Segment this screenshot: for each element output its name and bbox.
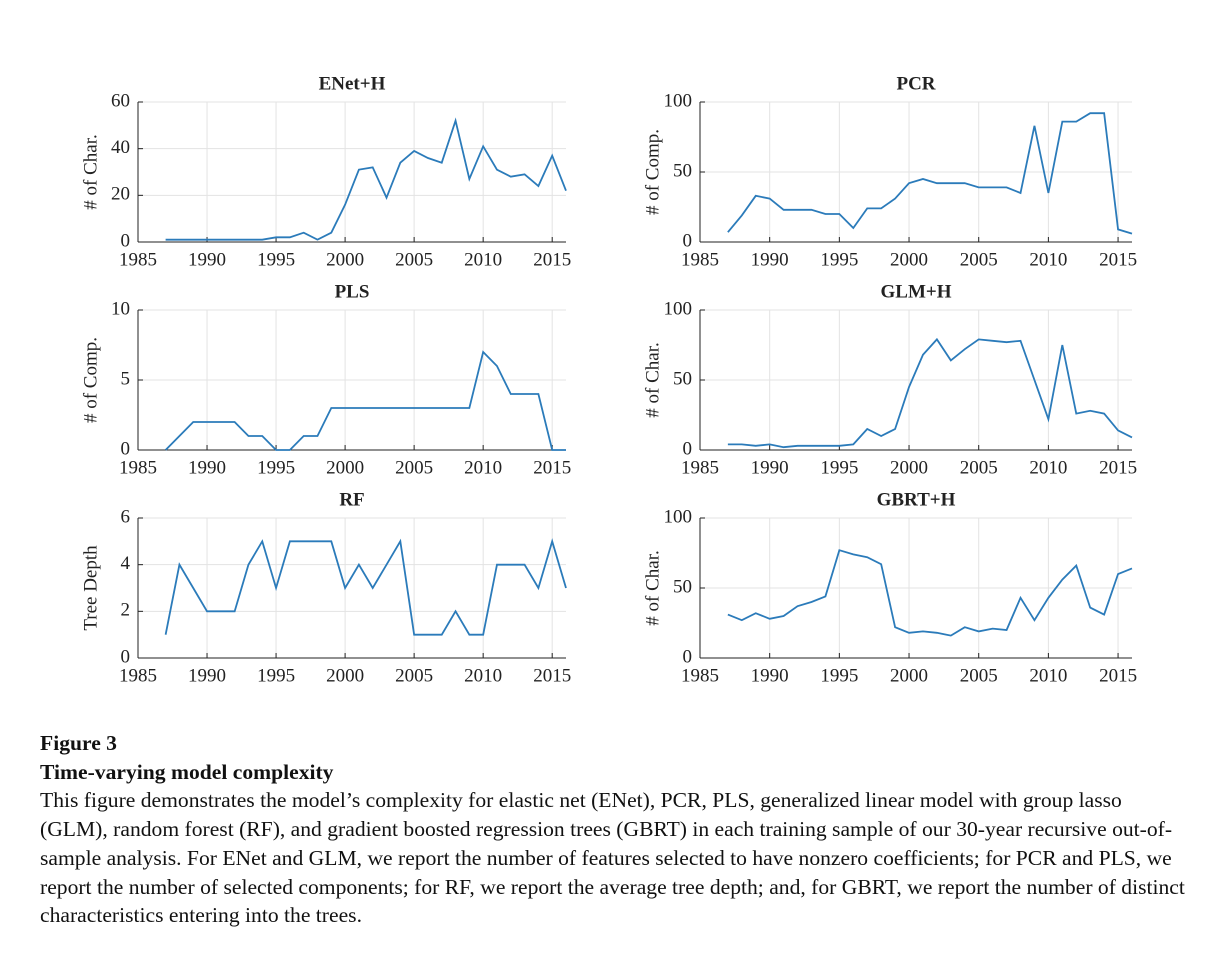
y-tick-label: 100 xyxy=(664,90,693,111)
chart-title: PLS xyxy=(335,281,370,302)
chart-title: GBRT+H xyxy=(877,489,956,510)
x-tick-label: 1985 xyxy=(681,457,719,478)
x-tick-label: 2010 xyxy=(1029,457,1067,478)
x-tick-label: 2015 xyxy=(1099,249,1137,270)
x-tick-label: 1990 xyxy=(751,249,789,270)
y-axis-label: # of Char. xyxy=(642,342,663,417)
chart-title: GLM+H xyxy=(881,281,952,302)
y-axis-label: # of Char. xyxy=(80,134,101,209)
y-tick-label: 100 xyxy=(664,506,693,527)
y-tick-label: 20 xyxy=(111,184,130,205)
y-tick-label: 50 xyxy=(673,576,692,597)
y-tick-label: 0 xyxy=(683,230,693,251)
x-tick-label: 1995 xyxy=(820,249,858,270)
y-tick-label: 0 xyxy=(683,646,693,667)
y-tick-label: 4 xyxy=(121,553,131,574)
figure-label: Figure 3 xyxy=(40,731,117,755)
x-tick-label: 2015 xyxy=(1099,457,1137,478)
x-tick-label: 2015 xyxy=(533,249,571,270)
y-tick-label: 5 xyxy=(121,368,131,389)
x-tick-label: 1985 xyxy=(119,457,157,478)
y-axis-label: # of Comp. xyxy=(642,129,663,215)
y-tick-label: 60 xyxy=(111,90,130,111)
y-tick-label: 40 xyxy=(111,137,130,158)
y-tick-label: 50 xyxy=(673,160,692,181)
x-tick-label: 1995 xyxy=(257,665,295,686)
chart-title: ENet+H xyxy=(319,73,386,94)
y-tick-label: 0 xyxy=(683,438,693,459)
caption: Figure 3 Time-varying model complexity T… xyxy=(40,729,1190,930)
x-tick-label: 2010 xyxy=(464,457,502,478)
x-tick-label: 1985 xyxy=(119,249,157,270)
y-axis-label: # of Comp. xyxy=(80,337,101,423)
x-tick-label: 1985 xyxy=(681,665,719,686)
x-tick-label: 2005 xyxy=(395,249,433,270)
x-tick-label: 2000 xyxy=(890,665,928,686)
data-line xyxy=(165,117,567,241)
x-tick-label: 1995 xyxy=(257,457,295,478)
x-tick-label: 1995 xyxy=(257,249,295,270)
x-tick-label: 1985 xyxy=(119,665,157,686)
y-tick-label: 6 xyxy=(121,506,131,527)
x-tick-label: 2000 xyxy=(326,665,364,686)
y-tick-label: 0 xyxy=(121,438,131,459)
x-tick-label: 1995 xyxy=(820,665,858,686)
x-tick-label: 1990 xyxy=(188,249,226,270)
x-tick-label: 2005 xyxy=(960,665,998,686)
x-tick-label: 2010 xyxy=(1029,249,1067,270)
x-tick-label: 2015 xyxy=(1099,665,1137,686)
x-tick-label: 2000 xyxy=(890,457,928,478)
x-tick-label: 1990 xyxy=(751,665,789,686)
x-tick-label: 1990 xyxy=(751,457,789,478)
x-tick-label: 2010 xyxy=(464,249,502,270)
y-tick-label: 100 xyxy=(664,298,693,319)
x-tick-label: 1985 xyxy=(681,249,719,270)
x-tick-label: 2005 xyxy=(395,665,433,686)
data-line xyxy=(164,538,567,636)
y-tick-label: 2 xyxy=(121,600,131,621)
x-tick-label: 2000 xyxy=(326,457,364,478)
data-line xyxy=(164,350,566,451)
x-tick-label: 2015 xyxy=(533,457,571,478)
x-tick-label: 2015 xyxy=(533,665,571,686)
y-tick-label: 0 xyxy=(121,230,131,251)
y-axis-label: # of Char. xyxy=(642,550,663,625)
x-tick-label: 1990 xyxy=(188,457,226,478)
y-axis-label: Tree Depth xyxy=(80,545,101,631)
figure-title: Time-varying model complexity xyxy=(40,759,334,784)
x-tick-label: 1995 xyxy=(820,457,858,478)
caption-text: This figure demonstrates the model’s com… xyxy=(40,788,1185,928)
x-tick-label: 2010 xyxy=(1029,665,1067,686)
x-tick-label: 2005 xyxy=(960,457,998,478)
x-tick-label: 2005 xyxy=(395,457,433,478)
y-tick-label: 10 xyxy=(111,298,130,319)
x-tick-label: 1990 xyxy=(188,665,226,686)
chart-title: RF xyxy=(339,489,364,510)
data-line xyxy=(727,549,1133,637)
x-tick-label: 2010 xyxy=(464,665,502,686)
x-tick-label: 2000 xyxy=(890,249,928,270)
chart-title: PCR xyxy=(896,73,935,94)
y-tick-label: 50 xyxy=(673,368,692,389)
x-tick-label: 2000 xyxy=(326,249,364,270)
x-tick-label: 2005 xyxy=(960,249,998,270)
data-line xyxy=(727,337,1133,449)
data-line xyxy=(727,112,1133,235)
y-tick-label: 0 xyxy=(121,646,131,667)
